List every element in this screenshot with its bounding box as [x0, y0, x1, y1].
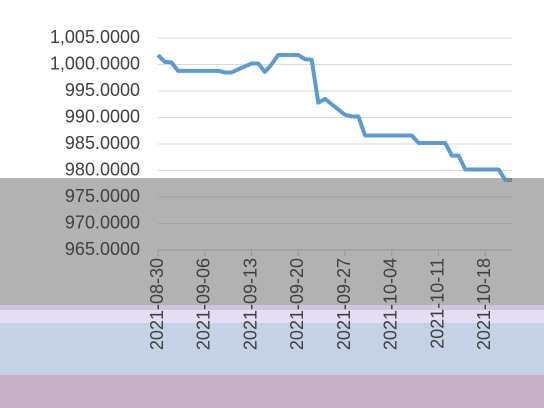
x-tick-label: 2021-10-11 [427, 258, 447, 349]
y-tick-label: 985.0000 [65, 133, 140, 153]
purple-band [0, 375, 544, 408]
x-tick-label: 2021-10-18 [474, 258, 494, 350]
x-tick-label: 2021-09-27 [334, 258, 354, 350]
x-tick-label: 2021-09-13 [240, 258, 260, 350]
y-tick-label: 970.0000 [65, 212, 140, 232]
y-tick-label: 980.0000 [65, 159, 140, 179]
gray-overlay [0, 178, 544, 310]
y-tick-label: 1,000.0000 [50, 53, 140, 73]
y-tick-label: 1,005.0000 [50, 27, 140, 47]
x-tick-label: 2021-09-06 [194, 258, 214, 350]
y-tick-label: 975.0000 [65, 186, 140, 206]
lavender-band [0, 305, 544, 323]
x-tick-label: 2021-10-04 [381, 258, 401, 350]
x-tick-label: 2021-08-30 [147, 258, 167, 350]
y-tick-label: 965.0000 [65, 239, 140, 259]
y-tick-label: 995.0000 [65, 80, 140, 100]
series-line [156, 52, 512, 183]
blue-band [0, 323, 544, 375]
x-tick-label: 2021-09-20 [287, 258, 307, 350]
y-tick-label: 990.0000 [65, 106, 140, 126]
